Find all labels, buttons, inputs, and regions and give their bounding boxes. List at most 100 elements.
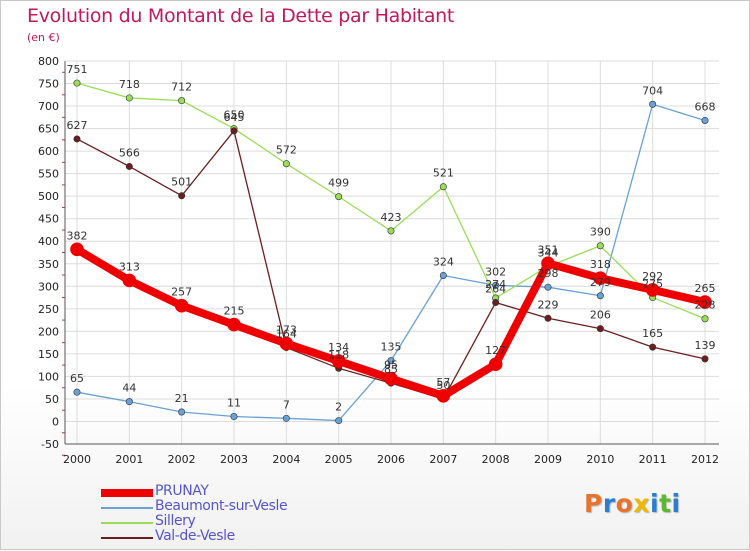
data-label: 228	[694, 299, 715, 312]
data-point	[178, 97, 186, 105]
data-point	[227, 317, 241, 332]
y-tick-label: 250	[38, 303, 59, 316]
y-tick-label: 0	[52, 415, 59, 428]
proxiti-logo: Proxiti	[584, 489, 681, 518]
data-point	[73, 79, 81, 87]
data-label: 164	[276, 328, 297, 341]
data-point	[279, 336, 294, 351]
data-label: 650	[223, 109, 244, 122]
data-label: 318	[590, 258, 611, 271]
data-label: 50	[436, 379, 450, 392]
data-label: 344	[537, 246, 558, 259]
data-label: 572	[276, 144, 297, 157]
x-tick-label: 2009	[534, 453, 562, 466]
x-tick-label: 2001	[115, 453, 143, 466]
data-point	[335, 193, 343, 201]
data-point	[178, 192, 186, 200]
legend-swatch	[101, 537, 153, 539]
y-tick-label: 400	[38, 235, 59, 248]
y-tick-label: 600	[38, 145, 59, 158]
data-label: 44	[122, 382, 136, 395]
y-tick-label: 700	[38, 100, 59, 113]
data-point	[492, 299, 500, 307]
x-tick-label: 2002	[168, 453, 196, 466]
data-point	[230, 127, 238, 135]
data-point	[541, 256, 555, 271]
y-tick-label: 200	[38, 325, 59, 338]
data-point	[125, 162, 133, 170]
data-label: 275	[642, 278, 663, 291]
x-tick-label: 2006	[377, 453, 405, 466]
data-label: 298	[537, 267, 558, 280]
data-label: 668	[694, 100, 715, 113]
data-point	[387, 357, 395, 365]
data-label: 65	[70, 372, 84, 385]
data-label: 206	[590, 309, 611, 322]
data-point	[596, 292, 604, 300]
y-tick-label: 550	[38, 168, 59, 181]
data-label: 499	[328, 177, 349, 190]
data-point	[488, 357, 503, 372]
data-point	[178, 408, 186, 416]
data-point	[701, 315, 709, 323]
data-point	[282, 414, 290, 422]
data-label: 215	[223, 305, 244, 318]
chart-subtitle: (en €)	[27, 31, 60, 44]
legend-label: Beaumont-sur-Vesle	[155, 498, 288, 514]
y-tick-label: 800	[38, 55, 59, 68]
data-label: 265	[694, 282, 715, 295]
data-label: 324	[433, 255, 454, 268]
data-point	[701, 116, 709, 124]
y-tick-label: 100	[38, 370, 59, 383]
data-label: 264	[485, 283, 506, 296]
data-label: 704	[642, 84, 663, 97]
x-tick-label: 2003	[220, 453, 248, 466]
x-tick-label: 2000	[63, 453, 91, 466]
data-point	[701, 355, 709, 363]
data-label: 302	[485, 265, 506, 278]
legend-label: PRUNAY	[155, 483, 209, 499]
data-label: 118	[328, 348, 349, 361]
data-point	[593, 271, 608, 285]
data-label: 165	[642, 327, 663, 340]
x-tick-label: 2004	[272, 453, 300, 466]
data-point	[174, 298, 189, 313]
data-point	[649, 343, 657, 351]
y-tick-label: 300	[38, 280, 59, 293]
y-tick-label: 650	[38, 123, 59, 136]
y-tick-label: 450	[38, 213, 59, 226]
data-label: 173	[276, 324, 297, 337]
data-label: 501	[171, 176, 192, 189]
legend-swatch	[101, 522, 153, 524]
data-point	[698, 295, 712, 309]
data-label: 21	[175, 392, 189, 405]
data-label: 127	[485, 344, 506, 357]
data-label: 627	[67, 119, 88, 132]
y-tick-label: 150	[38, 348, 59, 361]
data-label: 274	[485, 278, 506, 291]
x-tick-label: 2005	[325, 453, 353, 466]
data-label: 11	[227, 397, 241, 410]
data-label: 645	[223, 111, 244, 124]
data-label: 2	[335, 401, 342, 414]
data-label: 57	[436, 376, 450, 389]
series-beaumont-sur-vesle	[73, 100, 709, 425]
x-tick-label: 2011	[639, 453, 667, 466]
y-tick-label: 50	[45, 393, 59, 406]
data-label: 751	[67, 63, 88, 76]
data-point	[73, 135, 81, 143]
data-label: 257	[171, 286, 192, 299]
data-point	[544, 314, 552, 322]
data-label: 313	[119, 260, 140, 273]
data-point	[230, 413, 238, 421]
legend-swatch	[101, 489, 153, 497]
data-point	[387, 227, 395, 235]
data-point	[125, 398, 133, 406]
data-point	[331, 354, 346, 368]
x-tick-label: 2007	[429, 453, 457, 466]
chart-title: Evolution du Montant de la Dette par Hab…	[27, 5, 455, 27]
data-label: 135	[380, 341, 401, 354]
data-label: 85	[384, 363, 398, 376]
